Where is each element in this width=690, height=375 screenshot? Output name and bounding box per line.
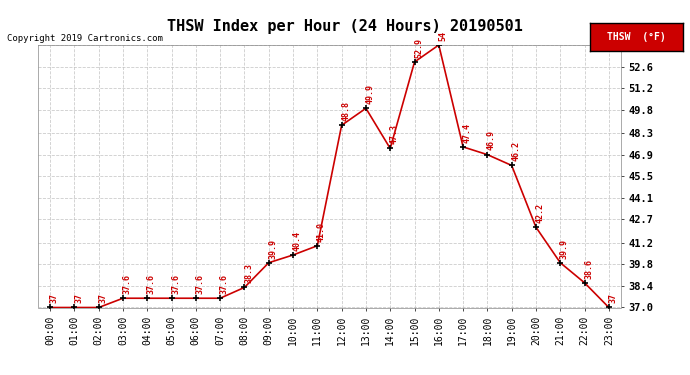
Text: 37.6: 37.6 [171,274,180,294]
Text: 52.9: 52.9 [414,38,423,58]
Text: 40.4: 40.4 [293,231,302,251]
Text: 37.6: 37.6 [147,274,156,294]
Text: 41.0: 41.0 [317,222,326,242]
Text: 37: 37 [50,293,59,303]
Text: 37.6: 37.6 [123,274,132,294]
Text: 46.2: 46.2 [511,141,520,161]
Text: 39.9: 39.9 [268,238,277,258]
Text: Copyright 2019 Cartronics.com: Copyright 2019 Cartronics.com [7,34,163,43]
Text: 37: 37 [99,293,108,303]
Text: 38.6: 38.6 [584,259,593,279]
Text: 47.4: 47.4 [463,123,472,143]
Text: 37: 37 [609,293,618,303]
Text: 46.9: 46.9 [487,130,496,150]
Text: 37: 37 [74,293,83,303]
Text: 37.6: 37.6 [195,274,204,294]
Text: THSW Index per Hour (24 Hours) 20190501: THSW Index per Hour (24 Hours) 20190501 [167,19,523,34]
Text: 49.9: 49.9 [366,84,375,104]
Text: 39.9: 39.9 [560,238,569,258]
Text: 48.8: 48.8 [342,101,351,121]
Text: 37.6: 37.6 [220,274,229,294]
Text: 42.2: 42.2 [535,203,544,223]
Text: 54: 54 [438,31,447,41]
Text: THSW  (°F): THSW (°F) [607,32,666,42]
Text: 38.3: 38.3 [244,263,253,283]
Text: 47.3: 47.3 [390,124,399,144]
